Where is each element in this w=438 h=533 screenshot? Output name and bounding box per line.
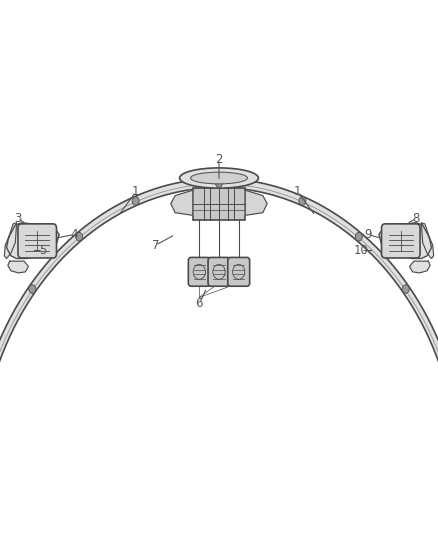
Text: 10: 10	[354, 244, 369, 257]
FancyBboxPatch shape	[193, 188, 245, 220]
Text: 1: 1	[132, 185, 140, 198]
FancyBboxPatch shape	[188, 257, 210, 286]
Ellipse shape	[180, 168, 258, 188]
Polygon shape	[7, 223, 59, 259]
Polygon shape	[0, 179, 438, 370]
Polygon shape	[410, 261, 430, 273]
FancyBboxPatch shape	[228, 257, 250, 286]
Circle shape	[215, 179, 223, 188]
Circle shape	[299, 197, 306, 205]
FancyBboxPatch shape	[381, 224, 420, 258]
Polygon shape	[4, 223, 17, 259]
Text: 7: 7	[152, 239, 159, 252]
Polygon shape	[245, 190, 267, 215]
Polygon shape	[8, 261, 28, 273]
Text: 4: 4	[71, 228, 78, 241]
Ellipse shape	[191, 172, 247, 184]
Text: 3: 3	[14, 212, 21, 225]
Circle shape	[76, 232, 83, 241]
Circle shape	[132, 197, 139, 205]
Text: 1: 1	[294, 185, 302, 198]
FancyBboxPatch shape	[208, 257, 230, 286]
Text: 9: 9	[364, 228, 372, 241]
FancyBboxPatch shape	[18, 224, 57, 258]
Text: 6: 6	[195, 297, 203, 310]
Circle shape	[402, 285, 409, 293]
Text: 2: 2	[215, 154, 223, 166]
Circle shape	[29, 285, 36, 293]
Text: 8: 8	[413, 212, 420, 225]
Polygon shape	[171, 190, 193, 215]
Polygon shape	[379, 223, 431, 259]
Text: 5: 5	[39, 244, 46, 257]
Circle shape	[355, 232, 362, 241]
Polygon shape	[421, 223, 434, 259]
